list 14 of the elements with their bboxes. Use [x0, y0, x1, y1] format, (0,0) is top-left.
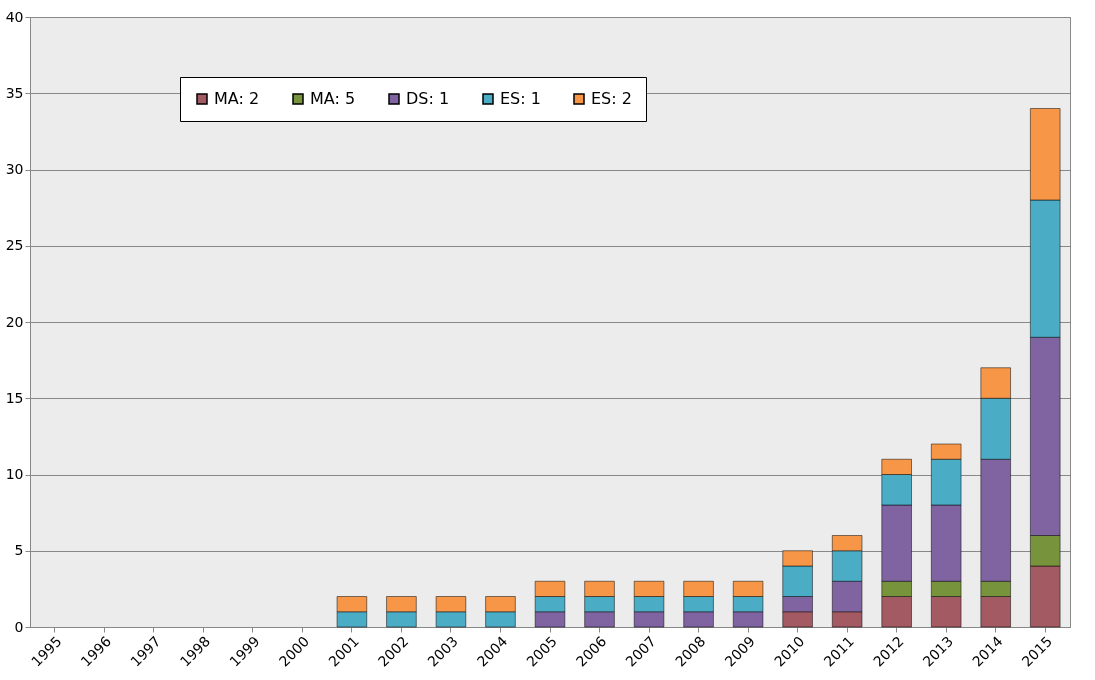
legend-label: ES: 1 [500, 89, 541, 108]
y-tick-label: 40 [5, 8, 24, 25]
y-tick-label: 0 [14, 618, 24, 635]
y-tick-label: 10 [5, 466, 24, 482]
legend-label: DS: 1 [406, 89, 450, 108]
y-tick-label: 35 [5, 84, 24, 101]
y-tick-label: 5 [14, 542, 24, 559]
legend-label: MA: 2 [214, 89, 260, 108]
y-tick-label: 25 [5, 237, 24, 254]
legend-label: MA: 5 [310, 89, 356, 108]
y-tick-label: 15 [5, 389, 24, 406]
y-tick-label: 20 [5, 313, 24, 330]
legend-label: ES: 2 [591, 89, 632, 108]
y-tick-label: 30 [5, 161, 24, 177]
